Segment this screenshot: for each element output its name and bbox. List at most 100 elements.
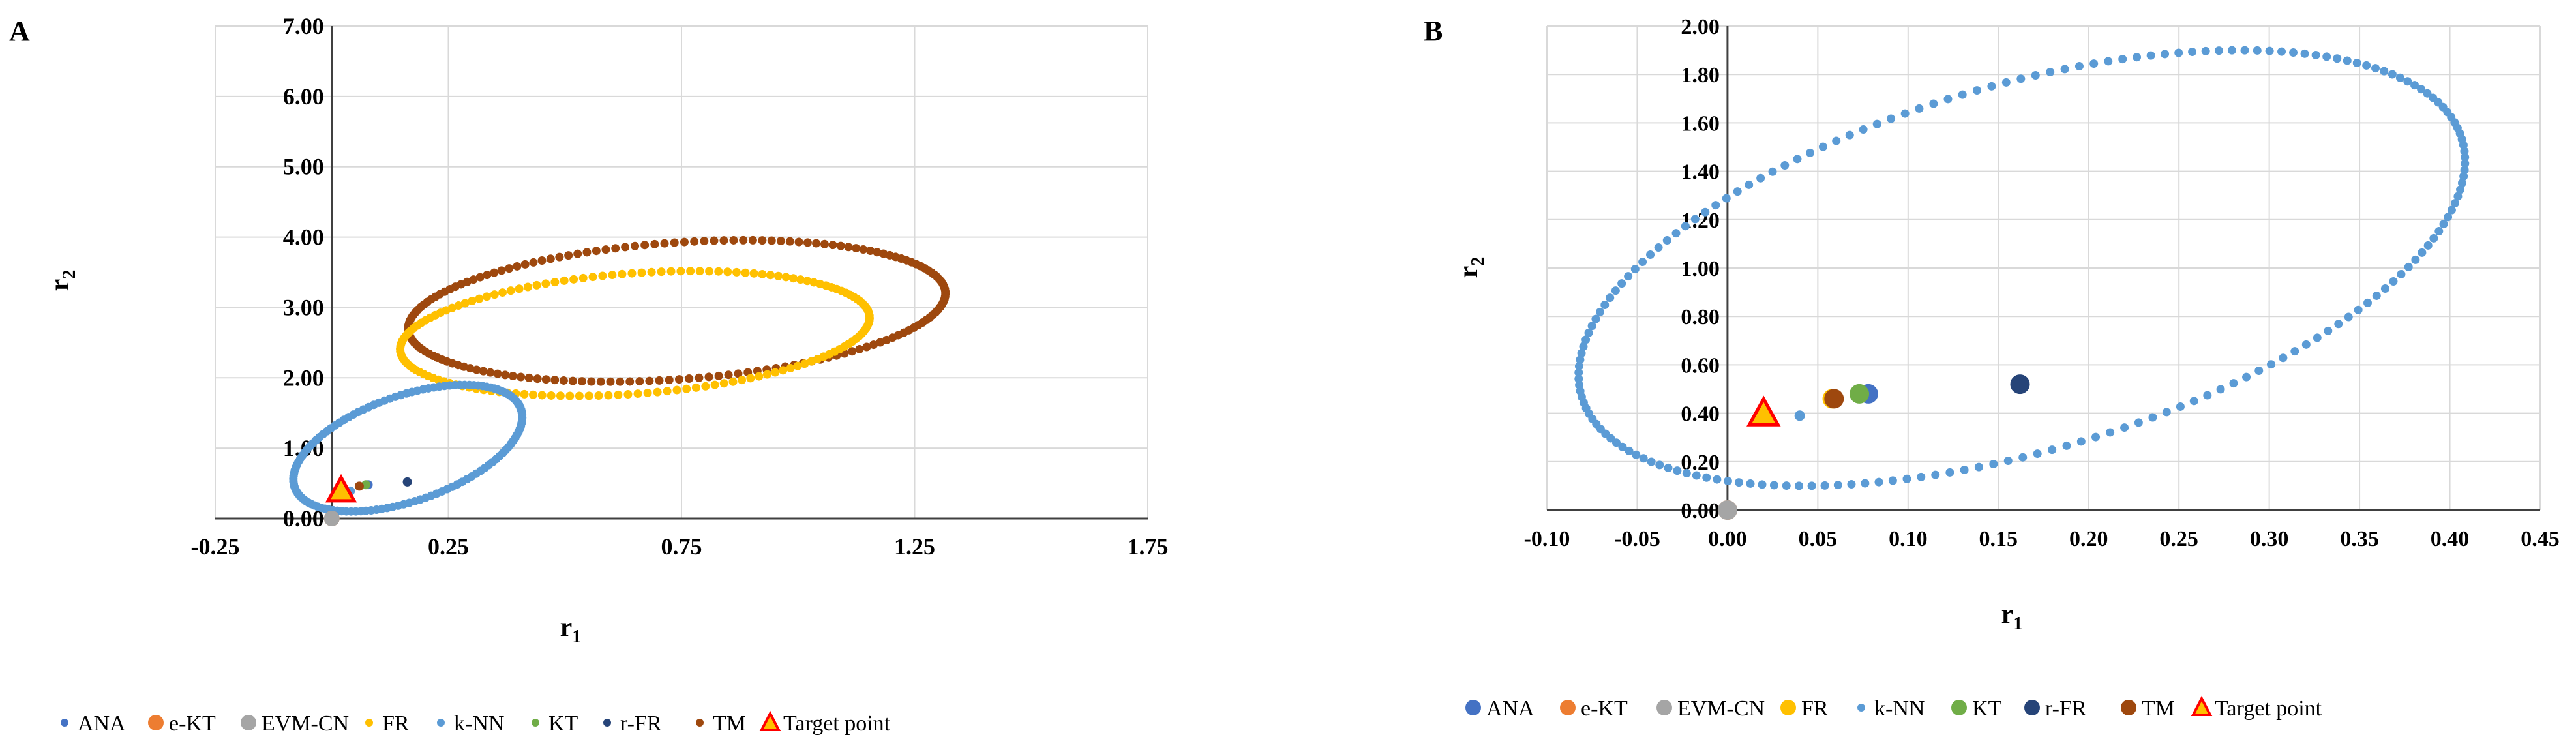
series-point-k-nn — [2352, 58, 2361, 67]
series-point-fr — [793, 361, 802, 370]
series-point-k-nn — [2189, 397, 2198, 406]
legend-item-e-kt: e-KT — [148, 712, 216, 736]
series-point-k-nn — [1625, 446, 1634, 455]
series-point-k-nn — [1874, 477, 1883, 487]
series-point-k-nn — [1654, 243, 1663, 252]
point-target-point — [325, 474, 357, 503]
series-point-tm — [640, 241, 650, 250]
series-point-fr — [676, 267, 685, 276]
series-point-fr — [719, 379, 728, 388]
series-point-tm — [869, 340, 878, 350]
panel-a: A 0.001.002.003.004.005.006.007.00-0.250… — [9, 13, 1169, 736]
series-point-fr — [723, 267, 732, 277]
series-point-k-nn — [2227, 46, 2236, 55]
y-tick-label: 0.60 — [1681, 353, 1720, 378]
series-point-fr — [803, 277, 812, 286]
series-point-k-nn — [1768, 167, 1777, 176]
series-point-k-nn — [1600, 301, 1610, 310]
legend-item-r-fr: r-FR — [2024, 697, 2087, 721]
series-point-fr — [623, 390, 633, 399]
series-point-tm — [564, 251, 573, 260]
series-point-tm — [748, 235, 757, 245]
y-tick-label: 5.00 — [283, 154, 324, 180]
series-point-tm — [497, 266, 506, 275]
panel-a-label: A — [9, 15, 30, 47]
series-point-tm — [650, 239, 659, 248]
legend-label: r-FR — [620, 712, 662, 736]
legend-item-target-point: Target point — [759, 710, 891, 736]
series-point-k-nn — [2279, 353, 2288, 363]
series-point-k-nn — [1632, 450, 1641, 459]
series-point-k-nn — [1682, 469, 1691, 478]
legend-marker — [241, 715, 256, 730]
series-point-k-nn — [2033, 449, 2042, 459]
series-point-k-nn — [2417, 85, 2426, 94]
legend-item-ana: ANA — [61, 712, 126, 736]
series-point-fr — [728, 377, 738, 386]
panel-b-grid — [1546, 25, 2541, 510]
legend-label: ANA — [1486, 697, 1535, 721]
series-point-k-nn — [2460, 147, 2469, 156]
series-point-k-nn — [2214, 46, 2223, 55]
series-point-fr — [633, 389, 642, 399]
series-point-fr — [741, 268, 750, 277]
legend-marker — [532, 719, 539, 727]
series-point-fr — [498, 288, 507, 297]
panel-b-label: B — [1424, 15, 1443, 47]
series-point-fr — [575, 391, 584, 400]
series-point-tm — [582, 248, 592, 257]
series-point-k-nn — [1917, 472, 1926, 481]
series-point-k-nn — [2188, 48, 2197, 57]
legend-label: Target point — [783, 712, 891, 736]
series-point-fr — [550, 278, 560, 287]
series-point-tm — [546, 254, 555, 263]
series-point-k-nn — [1958, 90, 1967, 99]
series-point-fr — [460, 299, 470, 308]
series-point-k-nn — [1806, 148, 1815, 157]
series-point-k-nn — [2453, 192, 2463, 201]
series-point-tm — [645, 376, 654, 385]
legend-item-ana: ANA — [1465, 697, 1535, 721]
legend-marker — [2024, 700, 2040, 715]
series-point-k-nn — [1931, 470, 1940, 479]
legend-label: r-FR — [2045, 697, 2087, 721]
series-point-tm — [674, 375, 683, 384]
series-point-k-nn — [1574, 368, 1583, 377]
series-point-k-nn — [2459, 172, 2468, 181]
series-point-k-nn — [2091, 432, 2101, 442]
series-point-k-nn — [1638, 258, 1647, 267]
y-tick-label: 1.40 — [1681, 160, 1720, 185]
series-point-k-nn — [1929, 99, 1938, 108]
panel-a-y-axis-label: r2 — [45, 270, 80, 292]
series-point-tm — [710, 236, 719, 245]
x-tick-label: 0.20 — [2069, 527, 2108, 551]
series-point-k-nn — [1711, 201, 1720, 210]
series-point-k-nn — [1845, 130, 1854, 140]
panel-a-axes — [215, 26, 1148, 520]
series-point-fr — [786, 364, 795, 373]
series-point-k-nn — [2423, 241, 2433, 250]
legend-item-fr: FR — [1780, 697, 1829, 721]
series-point-tm — [533, 374, 542, 384]
series-point-fr — [657, 267, 666, 277]
series-point-k-nn — [2267, 360, 2276, 369]
series-point-k-nn — [1769, 481, 1778, 490]
series-point-k-nn — [1818, 142, 1827, 151]
series-point-k-nn — [2003, 457, 2013, 466]
series-point-tm — [524, 373, 533, 382]
series-point-tm — [665, 376, 674, 385]
series-point-k-nn — [2016, 74, 2026, 83]
series-point-k-nn — [1577, 349, 1586, 358]
series-point-fr — [701, 382, 710, 391]
series-point-tm — [714, 371, 723, 380]
series-point-fr — [594, 391, 603, 400]
series-point-fr — [809, 278, 818, 287]
point-tm — [1824, 389, 1844, 409]
series-point-tm — [685, 374, 694, 384]
series-point-tm — [517, 372, 526, 382]
panel-b-tick-labels: 0.000.200.400.600.801.001.201.401.601.80… — [1524, 15, 2560, 551]
legend-marker — [1951, 700, 1967, 715]
series-point-tm — [859, 245, 868, 254]
series-point-k-nn — [1807, 481, 1816, 490]
